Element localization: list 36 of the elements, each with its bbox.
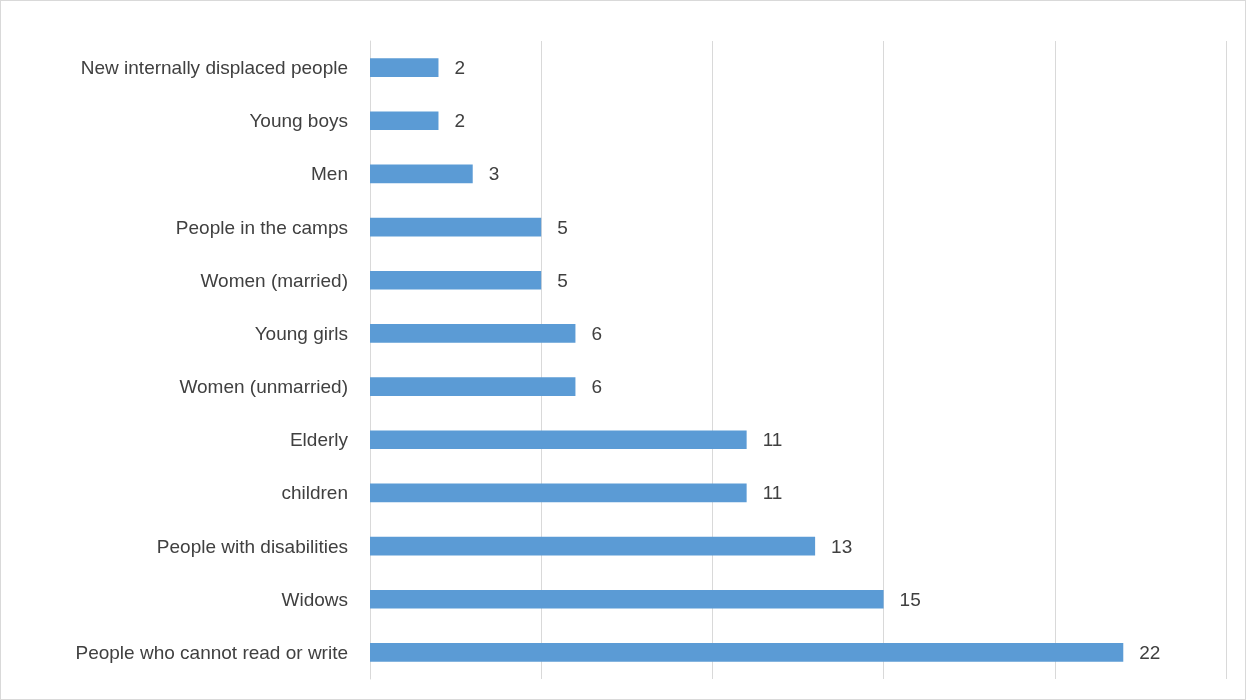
- bar: [370, 536, 816, 556]
- y-tick-label: Women (married): [200, 269, 348, 291]
- bar: [370, 111, 439, 131]
- data-label: 11: [762, 482, 783, 504]
- bar: [370, 164, 473, 184]
- data-label: 6: [591, 322, 603, 344]
- bar: [370, 643, 1124, 662]
- bar: [370, 324, 576, 343]
- y-tick-label: People in the camps: [175, 216, 348, 238]
- y-tick-label: People with disabilities: [156, 535, 348, 557]
- data-label: 6: [591, 376, 603, 398]
- y-tick-label: Men: [311, 163, 348, 185]
- y-tick-label: Women (unmarried): [179, 376, 348, 398]
- data-label: 3: [488, 163, 500, 185]
- y-tick-label: People who cannot read or write: [75, 641, 348, 663]
- y-tick-label: children: [281, 482, 348, 504]
- data-label: 2: [454, 110, 466, 132]
- y-tick-label: Widows: [281, 588, 348, 610]
- data-label: 5: [557, 216, 568, 238]
- bar: [370, 483, 747, 503]
- bar: [370, 58, 439, 77]
- data-label: 11: [762, 429, 783, 451]
- data-label: 2: [454, 57, 466, 79]
- data-label: 15: [899, 588, 921, 610]
- bar: [370, 430, 747, 450]
- y-tick-label: Young boys: [249, 110, 348, 132]
- y-tick-label: Elderly: [289, 429, 349, 451]
- bar: [370, 589, 884, 609]
- y-tick-label: New internally displaced people: [80, 57, 348, 79]
- bar: [370, 217, 542, 237]
- data-label: 22: [1139, 641, 1161, 663]
- data-label: 5: [557, 269, 568, 291]
- bar: [370, 377, 576, 396]
- data-label: 13: [831, 535, 853, 557]
- bar: [370, 270, 542, 290]
- y-tick-label: Young girls: [254, 322, 348, 344]
